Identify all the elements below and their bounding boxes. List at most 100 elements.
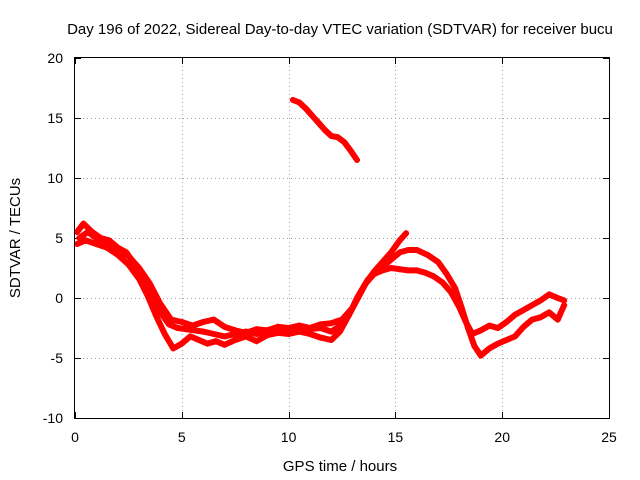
data-point: [388, 265, 395, 271]
data-point: [264, 327, 271, 334]
data-point: [253, 326, 260, 333]
data-point: [317, 321, 324, 328]
series-band: [76, 229, 410, 336]
data-point: [296, 99, 303, 106]
data-point: [114, 247, 121, 253]
x-tick-label: 5: [178, 429, 186, 445]
data-point: [503, 319, 510, 325]
y-tick-label: 0: [55, 290, 63, 306]
data-point: [328, 337, 335, 343]
data-point: [125, 261, 132, 268]
data-point: [447, 289, 454, 295]
data-point: [443, 271, 450, 277]
data-point: [136, 275, 143, 282]
y-tick-label: -10: [43, 410, 63, 426]
data-point: [232, 337, 239, 343]
data-point: [221, 341, 228, 348]
data-point: [317, 334, 324, 341]
data-point: [210, 331, 217, 337]
data-point: [520, 323, 527, 330]
y-tick-label: 15: [47, 110, 63, 126]
data-point: [529, 302, 536, 309]
data-point: [486, 345, 493, 352]
data-point: [157, 309, 164, 316]
data-point: [212, 338, 219, 345]
data-point: [200, 328, 207, 335]
data-point: [315, 119, 322, 126]
y-tick-label: 5: [55, 230, 63, 246]
data-point: [146, 280, 153, 287]
data-point: [178, 340, 185, 347]
data-point: [200, 319, 207, 325]
data-point: [512, 311, 519, 318]
data-point: [477, 327, 484, 334]
data-point: [512, 333, 519, 340]
grid-layer: [75, 58, 609, 418]
data-point: [520, 307, 527, 313]
data-point: [93, 241, 100, 247]
data-point: [424, 251, 431, 258]
data-point: [328, 320, 335, 327]
chart-title: Day 196 of 2022, Sidereal Day-to-day VTE…: [67, 21, 613, 38]
data-point: [328, 328, 335, 335]
data-point: [74, 229, 81, 235]
data-point: [165, 321, 172, 328]
data-point: [405, 247, 412, 253]
data-point: [153, 313, 160, 319]
data-point: [554, 316, 561, 323]
data-point: [296, 328, 303, 335]
data-point: [93, 235, 100, 241]
series-track-b: [74, 237, 568, 359]
data-point: [187, 333, 194, 340]
data-point: [537, 314, 544, 321]
data-point: [242, 329, 249, 336]
data-point: [328, 133, 335, 139]
data-point: [204, 340, 211, 347]
data-point: [221, 323, 228, 330]
data-point: [388, 249, 395, 256]
data-point: [191, 327, 198, 334]
data-point: [388, 256, 395, 263]
data-point: [195, 337, 202, 343]
data-point: [285, 325, 292, 331]
data-point: [189, 322, 196, 329]
data-point: [161, 331, 168, 337]
x-tick-label: 20: [494, 429, 510, 445]
series-layer: [74, 97, 568, 359]
data-point: [334, 134, 341, 141]
data-point: [353, 157, 360, 163]
data-point: [274, 323, 281, 330]
data-point: [494, 340, 501, 347]
x-tick-label: 10: [281, 429, 297, 445]
data-point: [396, 237, 403, 244]
x-axis-label: GPS time / hours: [283, 458, 397, 475]
y-tick-label: 10: [47, 170, 63, 186]
data-point: [494, 325, 501, 331]
x-tick-label: 0: [71, 429, 79, 445]
data-point: [302, 105, 309, 112]
data-point: [289, 97, 296, 103]
data-point: [486, 322, 493, 329]
data-point: [339, 316, 345, 323]
data-point: [554, 295, 561, 301]
data-point: [285, 331, 292, 337]
data-point: [396, 266, 403, 273]
data-point: [471, 343, 478, 349]
data-point: [341, 139, 348, 145]
data-point: [178, 319, 185, 325]
data-point: [104, 241, 111, 247]
data-point: [362, 280, 369, 287]
y-axis-label: SDTVAR / TECUs: [7, 178, 24, 298]
data-point: [306, 331, 313, 337]
data-point: [356, 291, 363, 298]
data-point: [125, 253, 132, 259]
data-point: [84, 229, 91, 235]
data-point: [546, 291, 553, 298]
data-point: [210, 316, 217, 323]
data-point: [529, 316, 536, 323]
data-point: [465, 325, 472, 331]
data-point: [405, 267, 412, 274]
x-tick-label: 15: [388, 429, 404, 445]
data-point: [174, 325, 181, 331]
